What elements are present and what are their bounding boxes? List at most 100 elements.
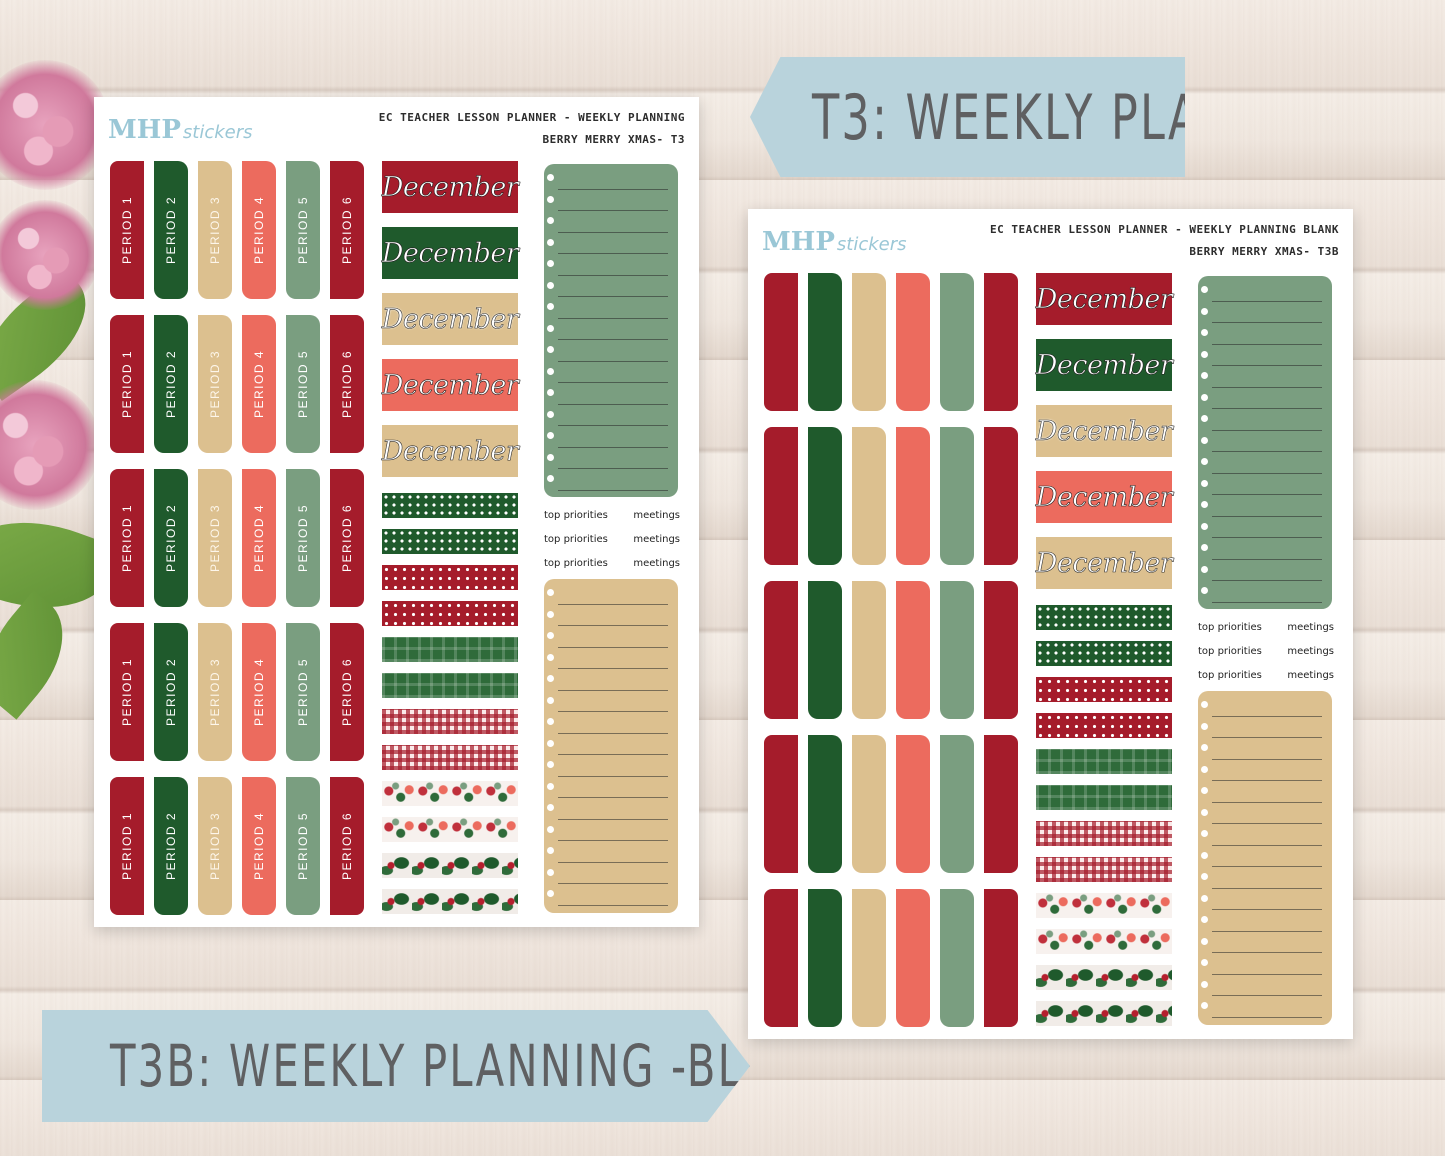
period-tab-2: [808, 889, 842, 1027]
washi-strip-floral: [382, 817, 518, 842]
checklist-row: [547, 254, 668, 276]
period-tab-3: [852, 273, 886, 411]
period-tab-label: PERIOD 3: [208, 657, 223, 727]
period-tab-6: PERIOD 6: [330, 777, 364, 915]
washi-strip-floral: [382, 781, 518, 806]
period-tab-3: [852, 889, 886, 1027]
mhp-logo: MHP stickers: [108, 115, 253, 145]
period-tab-1: PERIOD 1: [110, 623, 144, 761]
checklist-row: [1201, 910, 1322, 932]
period-tab-1: [764, 735, 798, 873]
sheet-title: EC TEACHER LESSON PLANNER - WEEKLY PLANN…: [378, 111, 685, 124]
checklist-box-green: [1198, 276, 1332, 609]
period-tab-label: PERIOD 4: [252, 811, 267, 881]
washi-strip-floral: [1036, 893, 1172, 918]
checklist-row: [1201, 695, 1322, 717]
month-sticker: December: [381, 227, 519, 279]
checklist-row: [547, 734, 668, 755]
washi-strips: [382, 493, 518, 925]
period-tab-4: PERIOD 4: [242, 777, 276, 915]
period-tab-3: [852, 427, 886, 565]
period-tab-6: [984, 735, 1018, 873]
period-tab-5: [940, 427, 974, 565]
washi-strip-plaid-green: [382, 637, 518, 662]
period-tab-6: PERIOD 6: [330, 315, 364, 453]
checklist-row: [1201, 781, 1322, 803]
period-tab-3: PERIOD 3: [198, 777, 232, 915]
period-tab-2: PERIOD 2: [154, 315, 188, 453]
period-tab-5: [940, 581, 974, 719]
washi-strip-holly: [382, 853, 518, 878]
logo-main: MHP: [762, 227, 835, 257]
period-tab-2: PERIOD 2: [154, 623, 188, 761]
label-row: top priorities meetings: [1198, 621, 1334, 633]
checklist-row: [1201, 560, 1322, 581]
period-tab-label: PERIOD 6: [340, 195, 355, 265]
checklist-row: [1201, 932, 1322, 953]
washi-strip-dots-red: [382, 565, 518, 590]
period-tab-label: PERIOD 1: [120, 657, 135, 727]
mhp-logo: MHP stickers: [762, 227, 907, 257]
period-tab-4: PERIOD 4: [242, 623, 276, 761]
month-sticker: December: [1035, 405, 1173, 457]
period-tab-label: PERIOD 5: [296, 811, 311, 881]
priority-labels: top priorities meetings top priorities mee…: [544, 503, 680, 575]
banner-t3b-text: T3B: WEEKLY PLANNING -BLANK: [110, 1032, 838, 1100]
period-tab-1: PERIOD 1: [110, 469, 144, 607]
period-tab-label: PERIOD 1: [120, 503, 135, 573]
checklist-box-tan: [544, 579, 678, 913]
period-tab-label: PERIOD 3: [208, 811, 223, 881]
period-tab-label: PERIOD 2: [164, 657, 179, 727]
checklist-row: [547, 863, 668, 884]
period-tab-1: PERIOD 1: [110, 777, 144, 915]
month-stickers: December December December December Dece…: [381, 161, 519, 491]
label-row: top priorities meetings: [1198, 645, 1334, 657]
period-tab-6: PERIOD 6: [330, 623, 364, 761]
period-tab-6: [984, 889, 1018, 1027]
checklist-row: [547, 190, 668, 211]
period-tab-label: PERIOD 6: [340, 811, 355, 881]
checklist-row: [547, 383, 668, 405]
checklist-row: [547, 669, 668, 691]
checklist-row: [1201, 366, 1322, 388]
period-tab-4: [896, 735, 930, 873]
month-sticker: December: [381, 293, 519, 345]
washi-strip-plaid-green: [382, 673, 518, 698]
month-sticker: December: [1035, 537, 1173, 589]
period-tab-6: [984, 273, 1018, 411]
period-tab-1: [764, 273, 798, 411]
washi-strip-holly: [1036, 965, 1172, 990]
washi-strips: [1036, 605, 1172, 1037]
washi-strip-plaid-green: [1036, 785, 1172, 810]
period-tab-5: PERIOD 5: [286, 623, 320, 761]
period-tab-1: [764, 427, 798, 565]
month-sticker: December: [1035, 471, 1173, 523]
period-tab-4: PERIOD 4: [242, 315, 276, 453]
period-tab-label: PERIOD 5: [296, 657, 311, 727]
checklist-row: [547, 712, 668, 734]
checklist-row: [547, 691, 668, 712]
sheet-subtitle: BERRY MERRY XMAS- T3: [542, 133, 685, 146]
washi-strip-gingham-red: [382, 745, 518, 770]
period-tab-4: PERIOD 4: [242, 469, 276, 607]
period-tab-5: PERIOD 5: [286, 469, 320, 607]
period-tab-2: [808, 735, 842, 873]
month-sticker: December: [1035, 273, 1173, 325]
checklist-box-tan: [1198, 691, 1332, 1025]
checklist-row: [547, 626, 668, 648]
period-tab-1: [764, 889, 798, 1027]
period-tab-label: PERIOD 3: [208, 503, 223, 573]
priority-labels: top priorities meetings top priorities mee…: [1198, 615, 1334, 687]
checklist-row: [1201, 975, 1322, 996]
period-tabs-grid: [764, 273, 1018, 1027]
period-tab-4: [896, 273, 930, 411]
period-tab-label: PERIOD 6: [340, 657, 355, 727]
period-tab-label: PERIOD 5: [296, 349, 311, 419]
period-tab-label: PERIOD 2: [164, 195, 179, 265]
checklist-row: [547, 469, 668, 491]
washi-strip-gingham-red: [1036, 821, 1172, 846]
sheet-subtitle: BERRY MERRY XMAS- T3B: [1189, 245, 1339, 258]
period-tab-label: PERIOD 6: [340, 349, 355, 419]
washi-strip-holly: [1036, 1001, 1172, 1026]
period-tab-4: [896, 427, 930, 565]
